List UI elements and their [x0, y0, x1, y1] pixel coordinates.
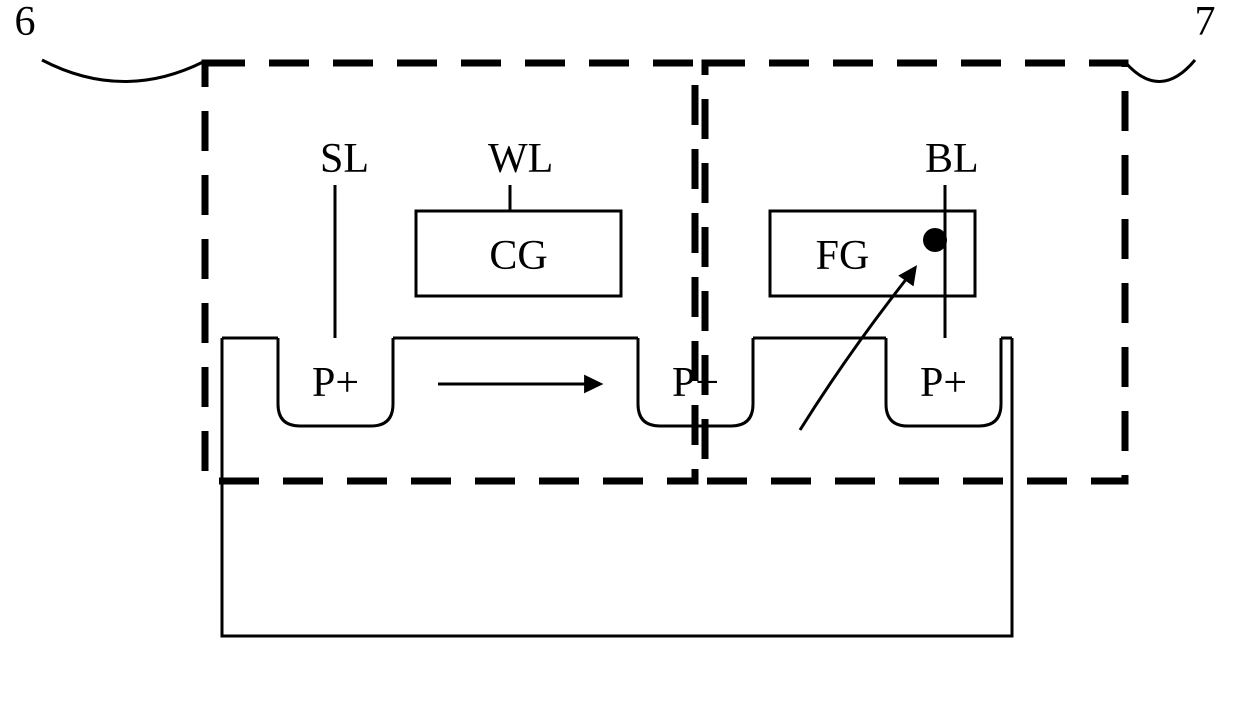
- svg-text:7: 7: [1195, 0, 1216, 45]
- injection-arrow: [800, 268, 915, 430]
- svg-text:CG: CG: [489, 233, 547, 279]
- svg-text:6: 6: [15, 0, 36, 45]
- callout-lead: [1125, 60, 1195, 82]
- svg-text:FG: FG: [816, 233, 870, 279]
- charge-dot: [923, 228, 947, 252]
- svg-text:WL: WL: [488, 136, 553, 182]
- svg-text:BL: BL: [925, 136, 979, 182]
- svg-text:P+: P+: [920, 360, 967, 406]
- callout-lead: [42, 60, 203, 82]
- svg-text:SL: SL: [320, 136, 369, 182]
- diagram-canvas: P+P+P+ CGFG SLWLBL 67: [0, 0, 1240, 724]
- svg-text:P+: P+: [312, 360, 359, 406]
